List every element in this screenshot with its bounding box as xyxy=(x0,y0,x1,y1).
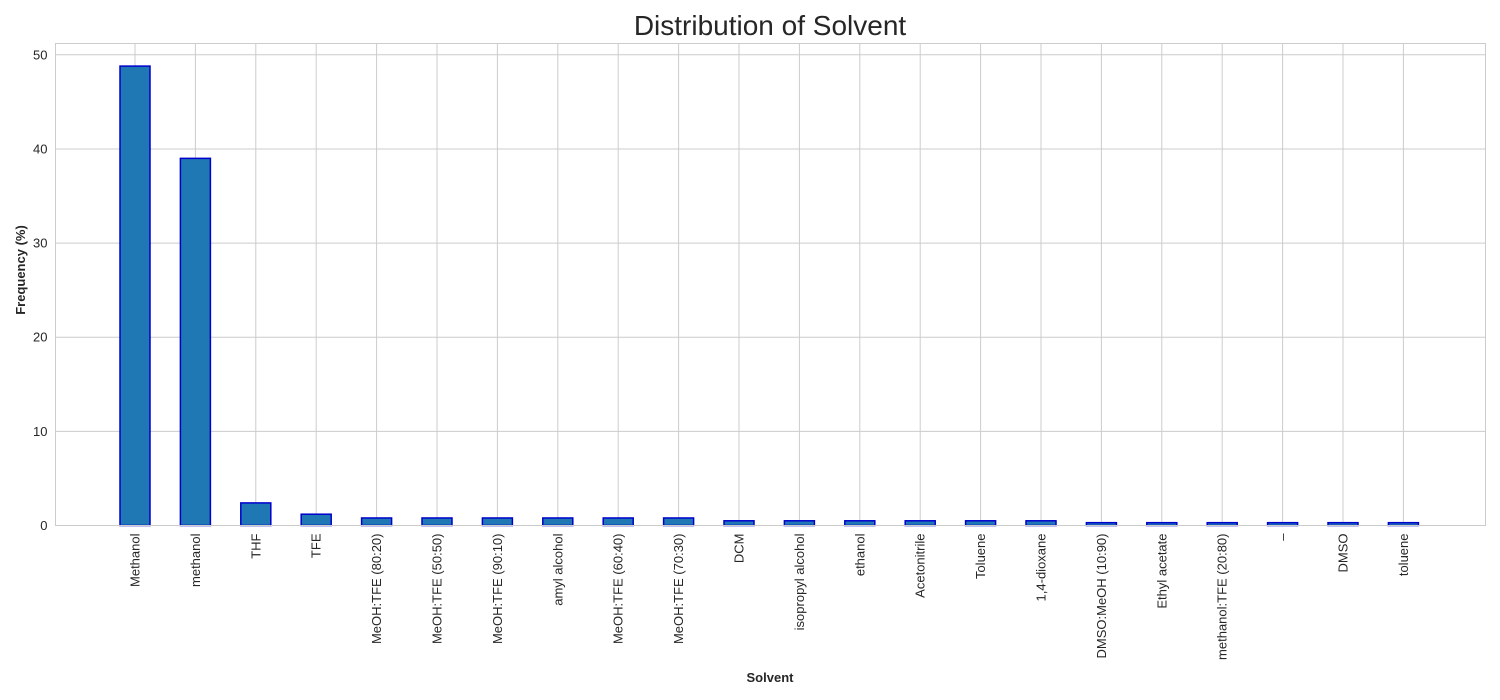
x-axis-label: Solvent xyxy=(747,670,795,685)
grid xyxy=(55,43,1486,526)
x-tick-label: TFE xyxy=(309,533,324,558)
bar-7 xyxy=(542,517,574,527)
bar-3 xyxy=(300,513,332,527)
x-tick-label: ethanol xyxy=(852,533,867,576)
x-tick-label: DCM xyxy=(732,534,747,564)
x-tick-label: Acetonitrile xyxy=(913,534,928,598)
bar-8 xyxy=(602,517,634,527)
chart-title: Distribution of Solvent xyxy=(634,10,907,41)
bar-13 xyxy=(904,520,936,527)
bar-0 xyxy=(119,65,151,527)
y-tick-label: 30 xyxy=(33,236,47,251)
x-tick-label: amyl alcohol xyxy=(550,533,565,605)
x-tick-label: MeOH:TFE (80:20) xyxy=(369,534,384,645)
x-tick-label: DMSO:MeOH (10:90) xyxy=(1094,534,1109,659)
x-tick-label: MeOH:TFE (70:30) xyxy=(671,534,686,645)
x-tick-label: Ethyl acetate xyxy=(1154,534,1169,609)
x-tick-label: methanol xyxy=(188,533,203,587)
bar-14 xyxy=(964,520,997,527)
x-tick-label: methanol:TFE (20:80) xyxy=(1215,534,1230,660)
x-tick-label: – xyxy=(1275,533,1290,541)
bar-2 xyxy=(240,502,272,527)
bar-1 xyxy=(179,157,212,527)
bar-15 xyxy=(1025,520,1057,527)
x-tick-label: MeOH:TFE (90:10) xyxy=(490,534,505,645)
bar-12 xyxy=(844,520,876,527)
bar-9 xyxy=(662,517,695,527)
bar-10 xyxy=(723,520,755,527)
bar-5 xyxy=(421,517,453,527)
x-tick-label: Methanol xyxy=(128,533,143,587)
bar-4 xyxy=(360,517,393,527)
y-tick-label: 20 xyxy=(33,330,47,345)
x-tick-label: Toluene xyxy=(973,534,988,580)
x-tick-label: THF xyxy=(248,533,263,558)
x-tick-label: isopropyl alcohol xyxy=(792,533,807,630)
y-tick-label: 10 xyxy=(33,424,47,439)
x-axis-ticks: Methanol methanol THF TFE MeOH:TFE (80:20) Me… xyxy=(128,533,1411,660)
x-tick-label: toluene xyxy=(1396,534,1411,577)
x-tick-label: MeOH:TFE (50:50) xyxy=(430,534,445,645)
bar-11 xyxy=(783,520,816,527)
bar-6 xyxy=(481,517,514,527)
bars xyxy=(119,65,1420,527)
y-tick-label: 40 xyxy=(33,141,47,156)
y-tick-label: 50 xyxy=(33,47,47,62)
plot-frame xyxy=(55,43,1486,526)
y-tick-label: 0 xyxy=(40,518,47,533)
x-tick-label: 1,4-dioxane xyxy=(1034,534,1049,602)
x-tick-label: DMSO xyxy=(1336,534,1351,573)
y-axis-label: Frequency (%) xyxy=(13,225,28,315)
x-tick-label: MeOH:TFE (60:40) xyxy=(611,534,626,645)
y-axis-ticks: 0 10 20 30 40 50 xyxy=(33,47,47,533)
